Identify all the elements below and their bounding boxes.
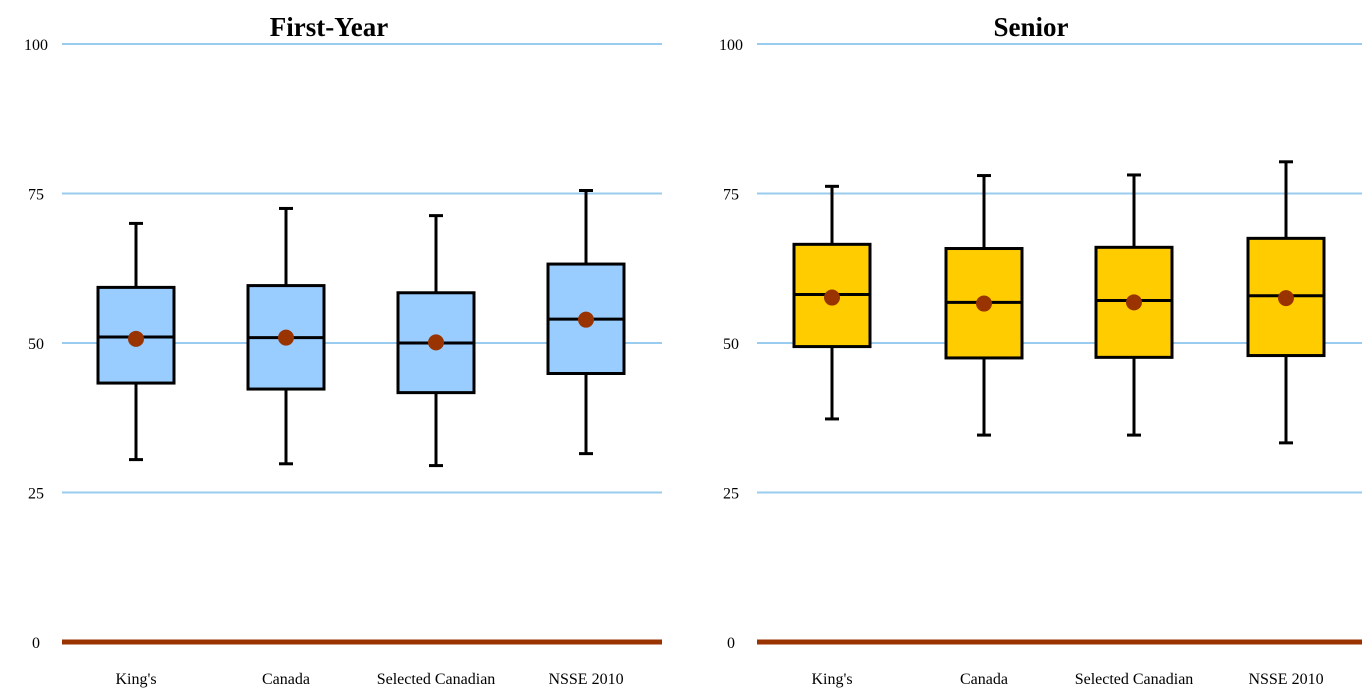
mean-marker	[428, 334, 444, 351]
mean-marker	[824, 289, 840, 306]
panel-senior: Senior 0 25 50 75 100 King's Canada Selected Can…	[719, 12, 1362, 688]
y-tick-label: 100	[24, 37, 48, 54]
y-tick-label: 100	[719, 37, 743, 54]
box-2: Canada	[944, 174, 1024, 688]
y-tick-label: 50	[723, 336, 739, 353]
mean-marker	[1126, 294, 1142, 311]
y-tick-label: 25	[723, 486, 739, 503]
category-label: Selected Canadian	[377, 671, 496, 688]
category-label: Canada	[960, 671, 1008, 688]
box-4: NSSE 2010	[1246, 160, 1326, 688]
box-1: King's	[96, 221, 176, 688]
category-label: Selected Canadian	[1075, 671, 1194, 688]
category-label: Canada	[262, 671, 310, 688]
mean-marker	[278, 329, 294, 346]
y-tick-label: 50	[28, 336, 44, 353]
category-label: NSSE 2010	[1248, 671, 1323, 688]
box-4: NSSE 2010	[546, 189, 626, 688]
box-1: King's	[792, 184, 872, 688]
box-3: Selected Canadian	[377, 214, 496, 688]
panel-title: Senior	[993, 12, 1068, 42]
y-tick-label: 0	[727, 635, 735, 652]
panel-first-year: First-Year 0 25 50 75 100 King's Canada Selected…	[24, 12, 662, 688]
mean-marker	[578, 311, 594, 328]
panel-title: First-Year	[270, 12, 388, 42]
y-tick-label: 0	[32, 635, 40, 652]
box-2: Canada	[246, 206, 326, 688]
mean-marker	[976, 295, 992, 312]
category-label: King's	[115, 671, 156, 688]
category-label: NSSE 2010	[548, 671, 623, 688]
mean-marker	[128, 330, 144, 347]
interquartile-box	[96, 285, 176, 385]
y-tick-label: 75	[723, 187, 739, 204]
box-3: Selected Canadian	[1075, 173, 1194, 688]
category-label: King's	[811, 671, 852, 688]
y-tick-label: 75	[28, 187, 44, 204]
mean-marker	[1278, 290, 1294, 307]
y-tick-label: 25	[28, 486, 44, 503]
